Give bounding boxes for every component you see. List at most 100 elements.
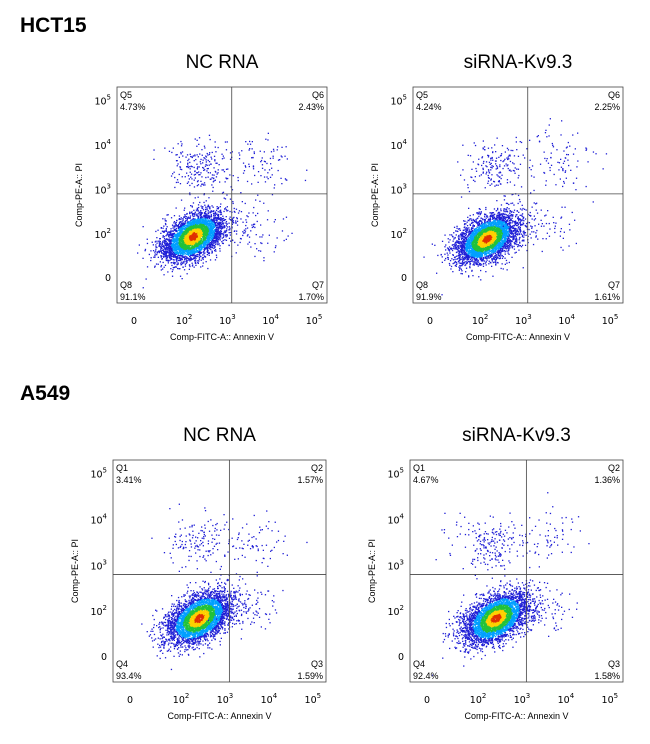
data-point — [209, 226, 211, 228]
data-point — [173, 171, 175, 173]
data-point — [208, 241, 210, 243]
data-point — [208, 215, 210, 218]
data-point — [204, 204, 206, 206]
data-point — [172, 147, 174, 149]
data-point — [191, 211, 193, 213]
data-point — [210, 156, 212, 158]
data-point — [168, 244, 170, 247]
data-point — [204, 238, 206, 241]
data-point — [229, 219, 232, 221]
data-point — [188, 243, 190, 245]
data-point — [260, 175, 262, 177]
data-point — [260, 250, 262, 252]
data-point — [163, 236, 165, 238]
data-point — [518, 249, 520, 251]
data-point — [210, 218, 213, 220]
data-point — [276, 149, 278, 151]
data-point — [199, 211, 201, 214]
data-point — [213, 177, 215, 179]
data-point — [197, 250, 199, 252]
data-point — [238, 152, 240, 154]
data-point — [181, 220, 183, 223]
data-point — [236, 230, 238, 232]
data-point — [207, 212, 209, 214]
data-point — [197, 262, 199, 264]
data-point — [171, 233, 174, 236]
data-point — [171, 249, 174, 251]
data-point — [223, 227, 225, 229]
data-point — [166, 246, 168, 249]
data-point — [205, 176, 207, 179]
quadrant-percent: 4.73% — [120, 102, 146, 112]
data-point — [247, 243, 249, 245]
data-point — [201, 207, 203, 209]
data-point — [186, 218, 188, 220]
data-point — [170, 262, 172, 264]
data-point — [207, 215, 209, 217]
data-point — [209, 239, 212, 241]
data-point — [508, 203, 510, 206]
data-point — [252, 157, 254, 159]
data-point — [208, 245, 210, 247]
data-point — [246, 215, 248, 217]
data-point — [221, 226, 223, 229]
data-point — [197, 232, 199, 234]
data-point — [500, 204, 503, 206]
data-point — [162, 249, 165, 251]
data-point — [191, 246, 193, 249]
data-point — [191, 178, 193, 180]
data-point — [138, 244, 140, 246]
data-point — [173, 259, 175, 261]
data-point — [153, 256, 155, 258]
data-point — [259, 236, 261, 238]
data-point — [286, 179, 288, 181]
data-point — [200, 226, 202, 228]
data-point — [205, 218, 207, 220]
data-point — [168, 238, 170, 240]
data-point — [224, 198, 227, 200]
data-point — [203, 243, 206, 245]
data-point — [485, 264, 487, 266]
data-point — [251, 183, 253, 185]
data-point — [521, 209, 523, 211]
data-point — [161, 249, 164, 251]
data-point — [213, 217, 216, 219]
data-point — [179, 239, 181, 241]
x-tick-label: 0 — [131, 316, 137, 327]
data-point — [194, 260, 196, 262]
data-point — [164, 222, 167, 225]
data-point — [200, 259, 202, 261]
data-point — [165, 255, 167, 258]
data-point — [185, 217, 187, 220]
data-point — [190, 230, 193, 233]
data-point — [194, 138, 196, 140]
data-point — [198, 174, 200, 176]
data-point — [175, 238, 177, 241]
y-tick-label: 105 — [94, 93, 111, 107]
data-point — [496, 200, 498, 202]
data-point — [225, 234, 227, 236]
data-point — [255, 234, 257, 236]
data-point — [201, 218, 203, 220]
data-point — [188, 217, 190, 219]
data-point — [219, 225, 221, 227]
data-point — [203, 230, 205, 232]
data-point — [194, 226, 196, 228]
data-point — [248, 212, 250, 214]
data-point — [209, 259, 212, 261]
data-point — [209, 211, 212, 213]
data-point — [273, 251, 275, 253]
data-point — [202, 219, 204, 221]
data-point — [216, 222, 219, 225]
data-point — [220, 217, 222, 220]
data-point — [185, 220, 187, 222]
data-point — [229, 216, 231, 218]
data-point — [224, 141, 227, 143]
data-point — [173, 237, 175, 239]
data-point — [222, 242, 224, 245]
data-point — [188, 264, 191, 266]
data-point — [257, 181, 259, 183]
data-point — [213, 214, 215, 216]
data-point — [161, 258, 163, 260]
data-point — [202, 215, 205, 217]
